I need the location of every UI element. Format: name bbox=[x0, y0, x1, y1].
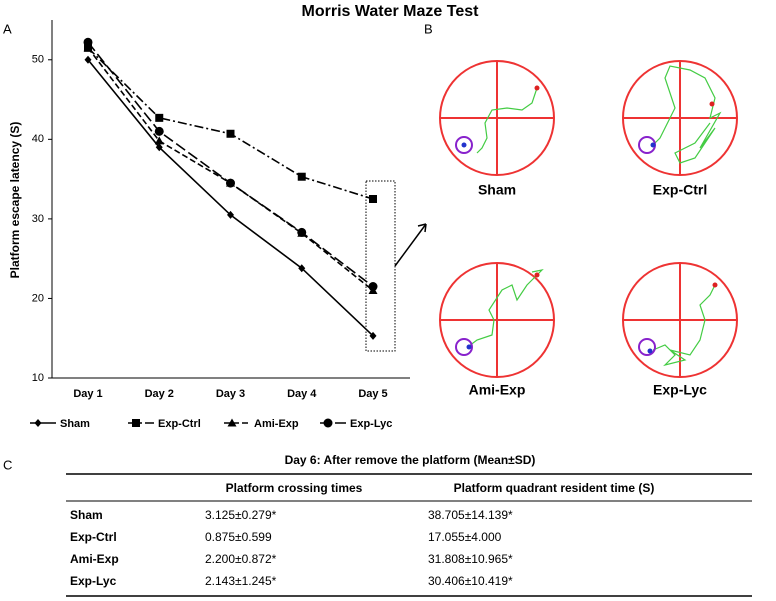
marker bbox=[369, 331, 377, 340]
series-line bbox=[87, 47, 374, 200]
marker bbox=[226, 178, 235, 188]
arrow bbox=[394, 223, 427, 267]
x-tick-label: Day 3 bbox=[216, 388, 245, 400]
row-label: Sham bbox=[70, 508, 103, 522]
row-label: Ami-Exp bbox=[70, 552, 119, 566]
x-tick-label: Day 5 bbox=[358, 388, 387, 400]
figure-title: Morris Water Maze Test bbox=[302, 3, 480, 20]
marker bbox=[323, 418, 333, 428]
column-header: Platform crossing times bbox=[226, 481, 363, 495]
table-cell: 30.406±10.419* bbox=[428, 574, 513, 588]
maze bbox=[439, 262, 555, 378]
highlight-box bbox=[365, 180, 396, 352]
maze bbox=[439, 60, 555, 176]
table-cell: 31.808±10.965* bbox=[428, 552, 513, 566]
panel-label: A bbox=[3, 21, 12, 36]
row-label: Exp-Lyc bbox=[70, 574, 117, 588]
marker bbox=[83, 43, 93, 52]
swim-path-panel bbox=[439, 60, 738, 378]
row-label: Exp-Ctrl bbox=[70, 530, 117, 544]
legend-label: Sham bbox=[60, 418, 90, 430]
panel-label: C bbox=[3, 457, 12, 472]
legend-label: Exp-Ctrl bbox=[158, 418, 201, 430]
series-line bbox=[87, 59, 374, 337]
marker bbox=[227, 210, 234, 219]
marker bbox=[297, 227, 307, 237]
table-title: Day 6: After remove the platform (Mean±S… bbox=[285, 453, 536, 467]
table-cell: 2.143±1.245* bbox=[205, 574, 277, 588]
arrow-head bbox=[417, 223, 427, 233]
y-tick-label: 40 bbox=[32, 133, 44, 145]
maze bbox=[622, 60, 738, 176]
maze-label: Exp-Lyc bbox=[653, 382, 707, 398]
marker bbox=[83, 37, 93, 47]
marker bbox=[368, 282, 378, 292]
y-tick-label: 10 bbox=[32, 372, 44, 384]
y-tick-label: 30 bbox=[32, 213, 44, 225]
maze-label: Ami-Exp bbox=[469, 382, 526, 398]
table-cell: 2.200±0.872* bbox=[205, 552, 277, 566]
marker bbox=[154, 126, 164, 136]
maze-label: Sham bbox=[478, 182, 516, 198]
series-line bbox=[87, 41, 374, 288]
maze bbox=[622, 262, 738, 378]
y-axis-label: Platform escape latency (S) bbox=[8, 122, 22, 279]
x-tick-label: Day 2 bbox=[145, 388, 174, 400]
marker bbox=[84, 55, 92, 64]
legend-label: Exp-Lyc bbox=[350, 418, 392, 430]
x-tick-label: Day 4 bbox=[287, 388, 317, 400]
marker bbox=[226, 129, 235, 138]
panel-label: B bbox=[424, 21, 433, 36]
y-tick-label: 50 bbox=[32, 54, 44, 66]
y-tick-label: 20 bbox=[32, 292, 44, 304]
marker bbox=[155, 113, 164, 122]
marker bbox=[34, 419, 42, 427]
maze-label: Exp-Ctrl bbox=[653, 182, 707, 198]
table-cell: 38.705±14.139* bbox=[428, 508, 513, 522]
marker bbox=[298, 264, 306, 273]
marker bbox=[132, 419, 140, 427]
table-cell: 17.055±4.000 bbox=[428, 530, 502, 544]
marker bbox=[227, 418, 237, 427]
marker bbox=[369, 195, 377, 203]
marker bbox=[155, 143, 163, 152]
table-cell: 0.875±0.599 bbox=[205, 530, 272, 544]
x-tick-label: Day 1 bbox=[73, 388, 102, 400]
table-cell: 3.125±0.279* bbox=[205, 508, 277, 522]
marker bbox=[297, 172, 306, 181]
marker bbox=[154, 136, 164, 145]
column-header: Platform quadrant resident time (S) bbox=[454, 481, 655, 495]
legend-label: Ami-Exp bbox=[254, 418, 299, 430]
